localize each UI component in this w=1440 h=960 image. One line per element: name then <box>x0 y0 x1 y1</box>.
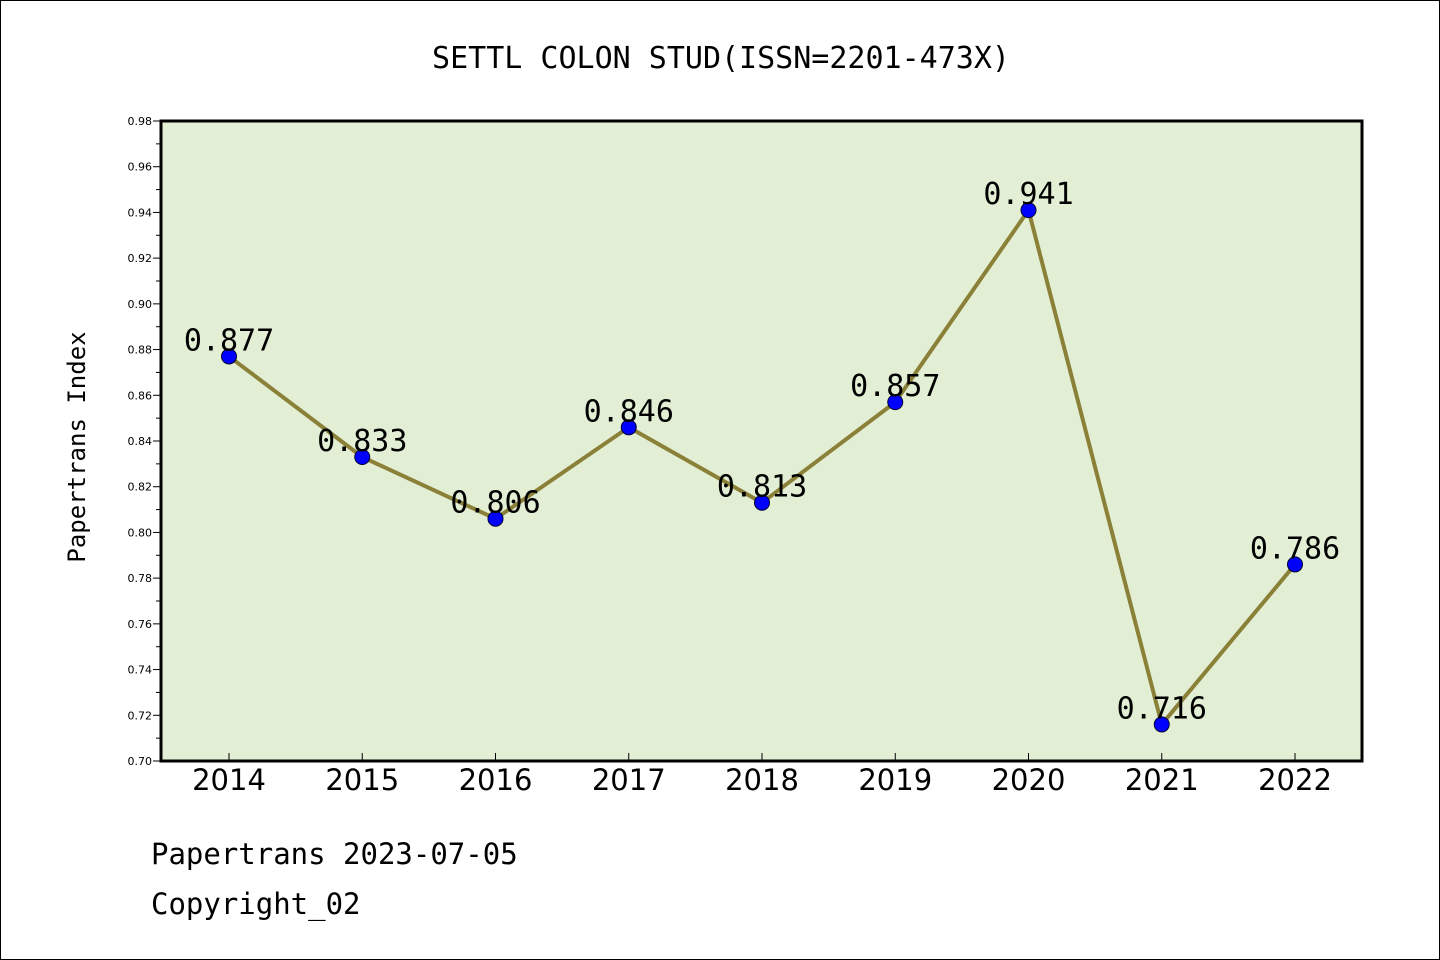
data-value-label: 0.846 <box>584 394 674 429</box>
plot-area <box>161 121 1362 761</box>
data-point-marker <box>620 419 637 436</box>
x-tick-label: 2020 <box>992 763 1066 797</box>
x-tick-label: 2017 <box>592 763 666 797</box>
x-tick-label: 2018 <box>725 763 799 797</box>
data-point-marker <box>1153 716 1170 733</box>
data-value-label: 0.833 <box>317 424 407 459</box>
y-tick-label: 0.94 <box>128 206 153 219</box>
data-point-marker <box>487 510 504 527</box>
y-tick-label: 0.92 <box>128 252 153 265</box>
x-tick-label: 2021 <box>1125 763 1199 797</box>
y-tick-label: 0.84 <box>128 435 153 448</box>
data-value-label: 0.786 <box>1250 531 1340 566</box>
y-tick-label: 0.98 <box>128 115 153 128</box>
data-value-label: 0.806 <box>450 486 540 521</box>
data-point-marker <box>887 394 904 411</box>
data-value-label: 0.877 <box>184 323 274 358</box>
data-point-marker <box>221 348 237 365</box>
y-tick-label: 0.86 <box>128 389 153 402</box>
y-tick-label: 0.78 <box>128 572 153 585</box>
y-tick-label: 0.76 <box>128 618 153 631</box>
data-value-label: 0.857 <box>850 369 940 404</box>
y-tick-label: 0.82 <box>128 481 153 494</box>
y-tick-label: 0.90 <box>128 298 153 311</box>
x-tick-label: 2015 <box>325 763 399 797</box>
x-tick-label: 2022 <box>1258 763 1332 797</box>
plot-border <box>159 119 1364 763</box>
data-markers <box>221 202 1303 733</box>
y-axis-label: Papertrans Index <box>63 331 91 562</box>
y-tick-label: 0.72 <box>128 709 153 722</box>
y-tick-label: 0.70 <box>128 755 153 768</box>
x-tick-label: 2014 <box>192 763 266 797</box>
chart-title: SETTL COLON STUD(ISSN=2201-473X) <box>432 41 1010 76</box>
footer-date-line: Papertrans 2023-07-05 <box>151 837 518 871</box>
y-tick-label: 0.74 <box>128 664 153 677</box>
data-point-marker <box>1020 202 1037 219</box>
data-point-marker <box>354 449 371 465</box>
x-tick-label: 2016 <box>459 763 533 797</box>
axis-ticks: 0.70 0.72 0.74 0.76 0.78 0.80 0.82 0.84 0.86 0.88… <box>128 115 1332 797</box>
y-tick-label: 0.80 <box>128 526 153 539</box>
data-labels: 0.877 0.833 0.806 0.846 0.813 0.857 0.941 0.716… <box>184 177 1340 726</box>
data-value-label: 0.941 <box>983 177 1073 212</box>
data-point-marker <box>754 494 770 511</box>
footer-copyright-line: Copyright_02 <box>151 887 361 921</box>
data-value-label: 0.813 <box>717 470 807 505</box>
y-tick-label: 0.88 <box>128 344 153 357</box>
data-point-marker <box>1287 556 1303 573</box>
data-value-label: 0.716 <box>1117 691 1207 726</box>
x-tick-label: 2019 <box>858 763 932 797</box>
y-tick-label: 0.96 <box>128 161 153 174</box>
